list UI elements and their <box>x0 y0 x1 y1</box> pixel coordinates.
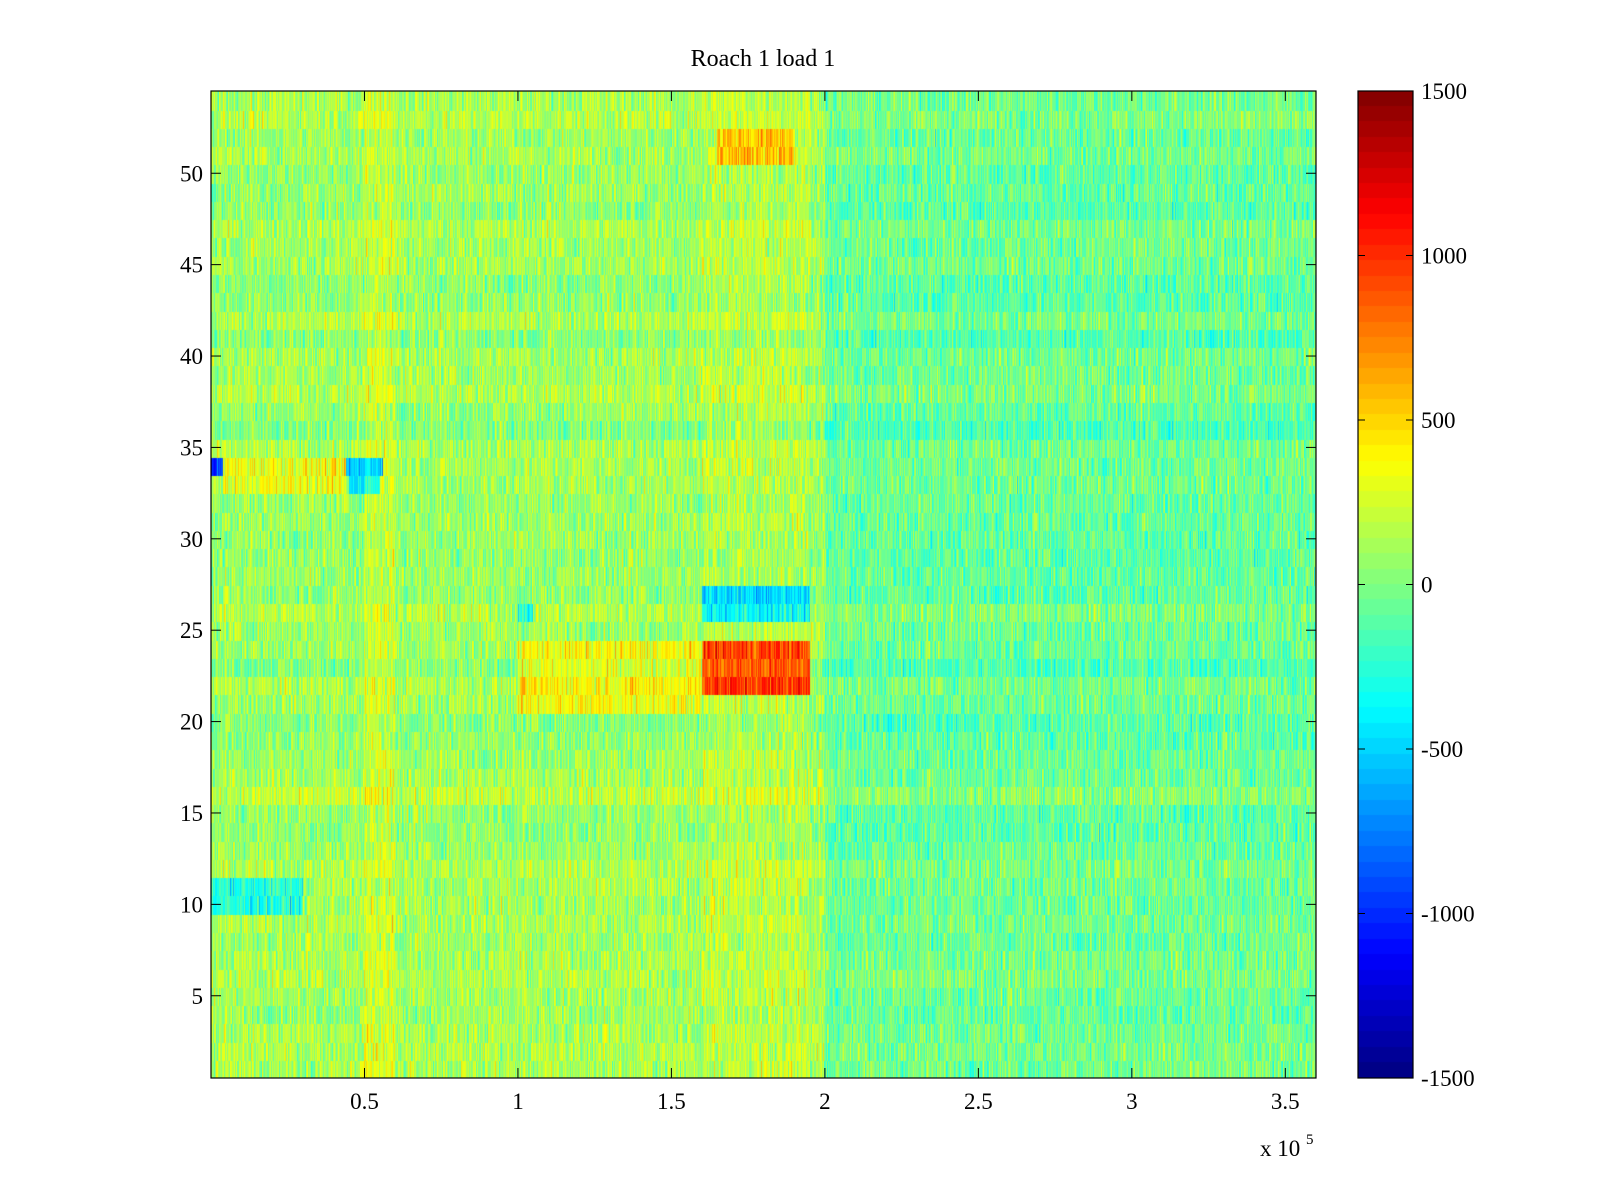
colorbar-tick-label: 0 <box>1421 573 1433 598</box>
y-tick-label: 10 <box>180 892 203 917</box>
y-tick-label: 20 <box>180 710 203 735</box>
colorbar-tick-label: -500 <box>1421 737 1463 762</box>
heatmap-image <box>211 91 1316 1078</box>
y-tick-label: 25 <box>180 618 203 643</box>
x-tick-label: 1 <box>512 1089 524 1114</box>
y-tick-label: 30 <box>180 527 203 552</box>
colorbar-tick-label: 1000 <box>1421 244 1467 269</box>
colorbar-box <box>1357 90 1414 1079</box>
y-tick-label: 15 <box>180 801 203 826</box>
colorbar-image <box>1358 91 1413 1078</box>
colorbar-tick-label: -1500 <box>1421 1066 1475 1091</box>
x-axis-ticks: 0.5 1 1.5 2 2.5 3 3.5 <box>350 91 1300 1114</box>
y-tick-label: 5 <box>192 984 204 1009</box>
colorbar-ticks: 1500 1000 500 0 -500 -1000 -1500 <box>1358 79 1475 1091</box>
x-multiplier-label: x 10 5 <box>1260 1132 1314 1161</box>
x-tick-label: 2.5 <box>964 1089 993 1114</box>
y-tick-label: 50 <box>180 161 203 186</box>
x-multiplier-base: x 10 <box>1260 1136 1300 1161</box>
y-axis-ticks: 5 10 15 20 25 30 35 40 45 50 <box>180 161 1316 1009</box>
x-tick-label: 0.5 <box>350 1089 379 1114</box>
y-tick-label: 35 <box>180 435 203 460</box>
colorbar-tick-label: 1500 <box>1421 79 1467 104</box>
colorbar-tick-label: -1000 <box>1421 902 1475 927</box>
x-tick-label: 1.5 <box>657 1089 686 1114</box>
y-tick-label: 45 <box>180 253 203 278</box>
chart-title: Roach 1 load 1 <box>691 46 836 72</box>
y-tick-label: 40 <box>180 344 203 369</box>
x-multiplier-exponent: 5 <box>1306 1132 1314 1148</box>
x-tick-label: 3 <box>1126 1089 1138 1114</box>
x-tick-label: 3.5 <box>1271 1089 1300 1114</box>
colorbar-tick-label: 500 <box>1421 408 1456 433</box>
plot-axes-box <box>210 90 1317 1079</box>
x-tick-label: 2 <box>819 1089 831 1114</box>
